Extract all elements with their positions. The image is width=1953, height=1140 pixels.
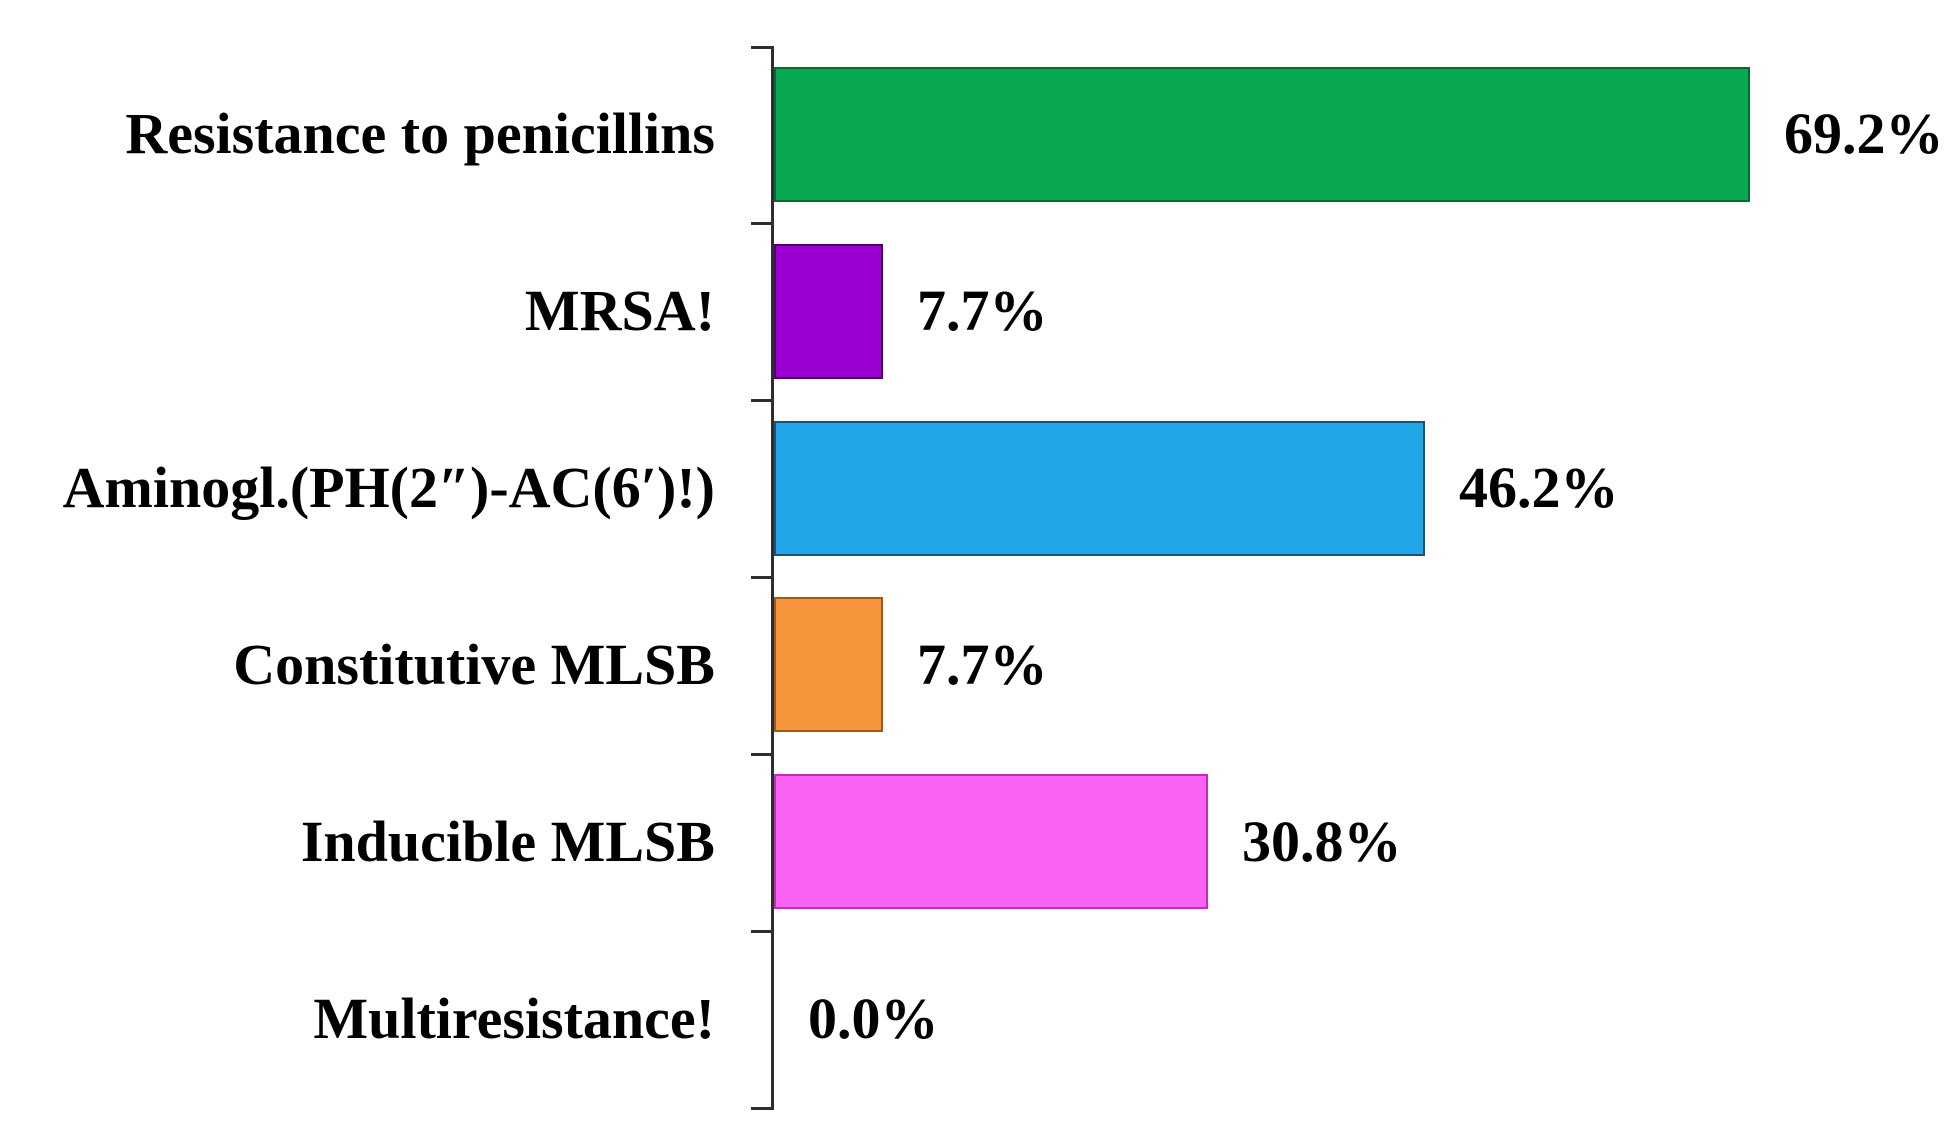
category-label: Resistance to penicillins <box>125 101 715 166</box>
category-label: Multiresistance! <box>313 986 715 1051</box>
category-label: MRSA! <box>524 278 715 343</box>
bar-5 <box>774 774 1208 909</box>
value-label: 7.7% <box>917 278 1048 343</box>
value-label: 69.2% <box>1784 101 1944 166</box>
value-label: 7.7% <box>917 632 1048 697</box>
y-axis-tick <box>751 1107 771 1110</box>
category-label: Constitutive MLSB <box>233 632 715 697</box>
bar-3 <box>774 421 1425 556</box>
y-axis-line <box>771 46 774 1110</box>
y-axis-tick <box>751 399 771 402</box>
bar-2 <box>774 244 883 379</box>
bar-1 <box>774 67 1750 202</box>
y-axis-tick <box>751 46 771 49</box>
y-axis-tick <box>751 222 771 225</box>
category-label: Aminogl.(PH(2″)-AC(6′)!) <box>62 455 715 520</box>
value-label: 30.8% <box>1242 809 1402 874</box>
category-label: Inducible MLSB <box>300 809 715 874</box>
y-axis-tick <box>751 930 771 933</box>
y-axis-tick <box>751 753 771 756</box>
value-label: 46.2% <box>1459 455 1619 520</box>
value-label: 0.0% <box>808 986 939 1051</box>
bar-4 <box>774 597 883 732</box>
y-axis-tick <box>751 576 771 579</box>
